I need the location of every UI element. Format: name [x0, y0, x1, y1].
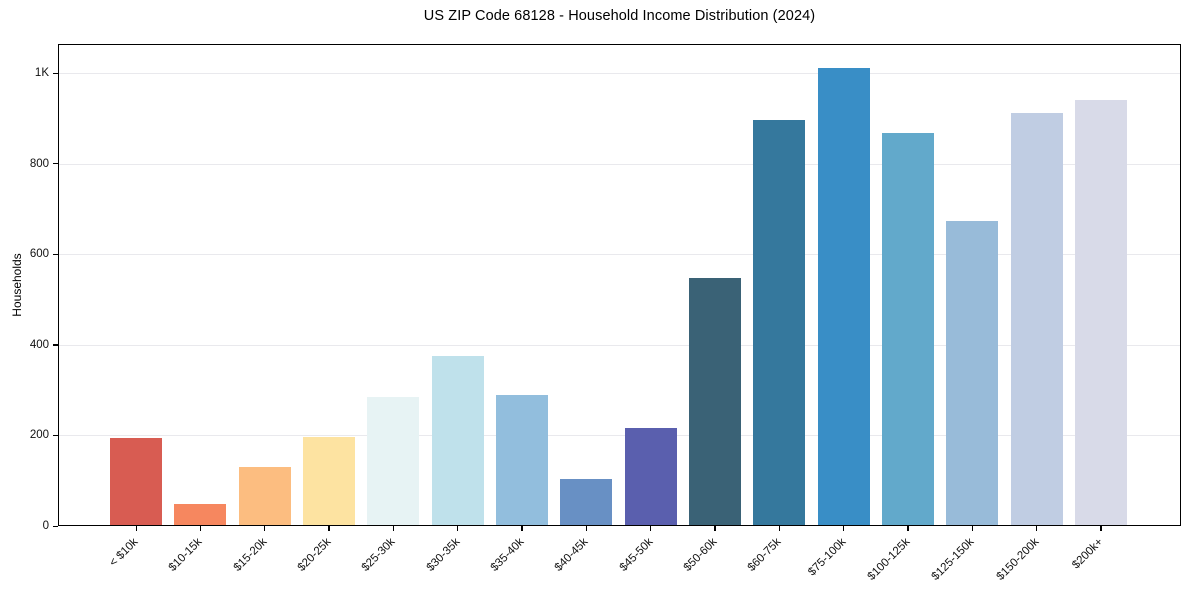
x-axis-tick — [1036, 526, 1038, 531]
y-axis-tick — [53, 434, 58, 437]
x-axis-tick — [328, 526, 330, 531]
chart-title: US ZIP Code 68128 - Household Income Dis… — [423, 8, 816, 24]
x-axis-tick — [650, 526, 652, 531]
y-axis-tick — [53, 525, 58, 527]
y-gridline — [59, 435, 1180, 437]
bar-$50-60k — [688, 277, 741, 526]
bar-$150-200k — [1010, 113, 1063, 526]
y-axis-tick — [53, 163, 58, 165]
x-axis-tick — [778, 526, 781, 531]
x-axis-tick — [521, 526, 523, 531]
y-axis-tick-label: 600 — [29, 248, 49, 261]
bar-$30-35k — [431, 356, 484, 526]
x-axis-tick — [585, 526, 588, 531]
y-axis-tick — [53, 344, 58, 346]
y-axis-tick-label: 0 — [42, 520, 49, 532]
bar-$20-25k — [302, 437, 355, 526]
bar-$200k+ — [1074, 99, 1127, 526]
x-axis-tick — [1100, 526, 1102, 531]
y-axis-tick — [53, 72, 58, 74]
x-axis-tick — [971, 526, 974, 531]
bar-$40-45k — [560, 478, 613, 526]
bar-$10-15k — [174, 504, 227, 526]
x-axis-tick — [714, 526, 716, 531]
bar-$60-75k — [753, 120, 806, 526]
x-axis-tick — [457, 526, 459, 531]
bar-< $10k — [110, 437, 162, 526]
y-axis-title: Households — [10, 253, 24, 317]
y-axis-tick-label: 800 — [29, 157, 49, 170]
y-gridline — [59, 73, 1180, 74]
x-axis-tick — [135, 526, 137, 531]
y-gridline — [59, 163, 1180, 165]
bar-$35-40k — [495, 394, 548, 526]
bar-$15-20k — [238, 467, 291, 526]
bar-$100-125k — [881, 132, 934, 526]
bar-$125-150k — [946, 221, 999, 526]
x-axis-tick — [264, 526, 266, 531]
y-axis-tick-label: 1K — [34, 67, 49, 79]
x-axis-tick-label: $200k+ — [947, 536, 1105, 571]
bar-$75-100k — [817, 67, 870, 526]
y-axis-tick-label: 400 — [29, 338, 49, 351]
x-axis-tick — [843, 526, 845, 531]
y-axis-tick — [53, 253, 58, 255]
x-axis-tick — [392, 526, 395, 531]
bar-$25-30k — [367, 396, 420, 526]
y-axis-tick-label: 200 — [29, 429, 49, 442]
y-gridline — [59, 254, 1180, 256]
x-axis-tick — [907, 526, 909, 531]
x-axis-tick — [199, 526, 202, 531]
bar-$45-50k — [624, 427, 677, 526]
y-gridline — [59, 344, 1180, 346]
